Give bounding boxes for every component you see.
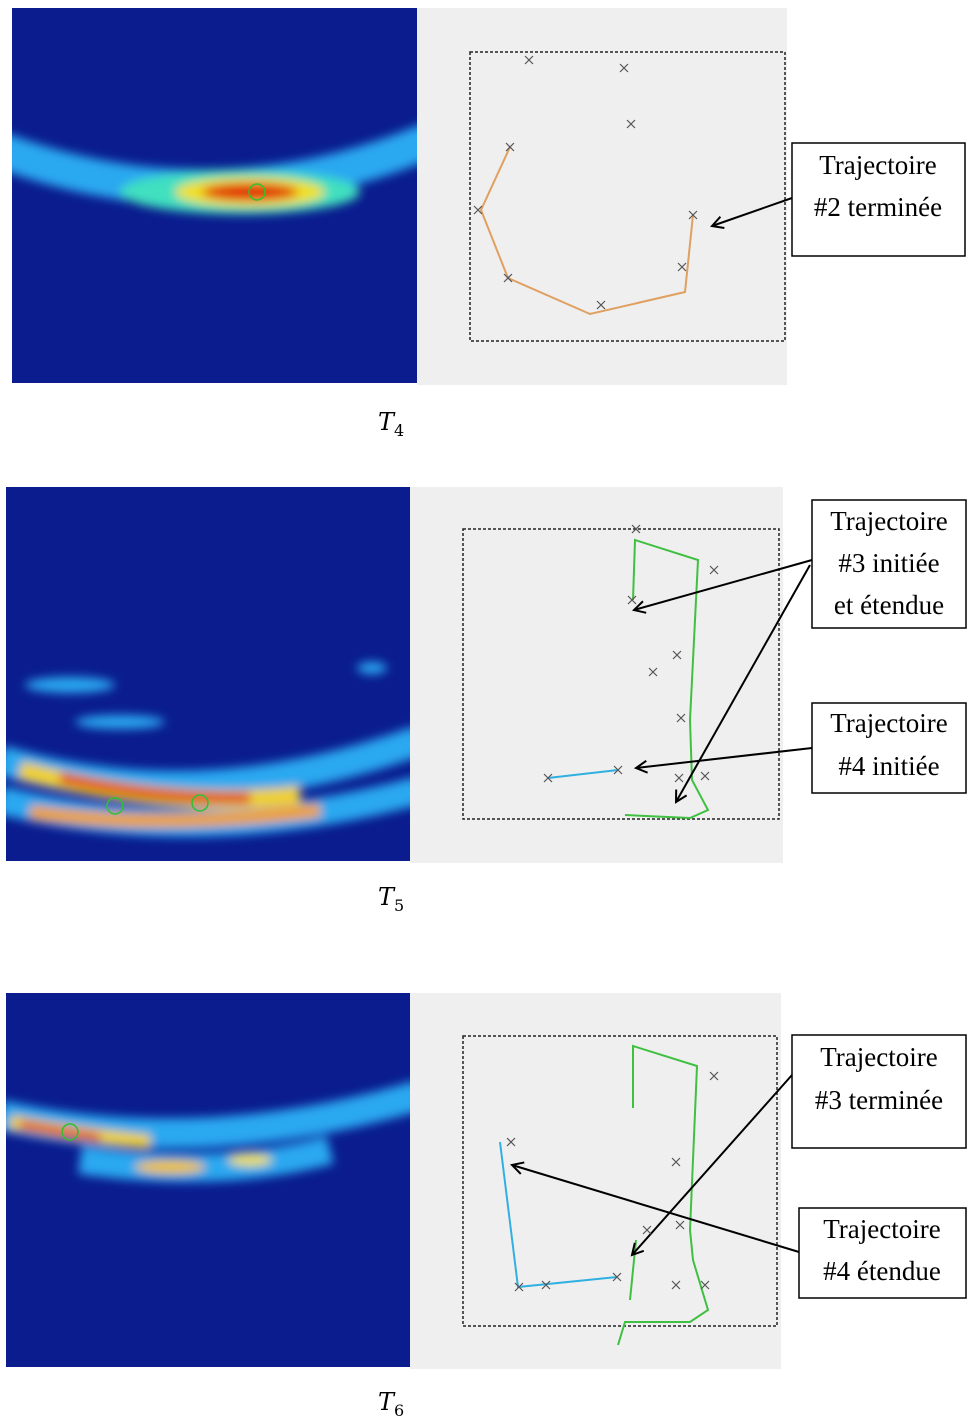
- trajectory: [624, 538, 710, 820]
- panel-3: Trajectoire #3 terminée Trajectoire #4 é…: [6, 993, 967, 1420]
- callout-text: #3 terminée: [815, 1085, 943, 1115]
- frame: [469, 51, 786, 342]
- arrow: [712, 197, 793, 226]
- trajectory: [499, 1141, 618, 1289]
- heatmap-echo: [12, 125, 417, 214]
- detection: [675, 1220, 685, 1230]
- callout-text: #2 terminée: [814, 192, 942, 222]
- detection: [642, 1225, 652, 1235]
- label-sub: 5: [394, 896, 404, 915]
- detection: [543, 773, 553, 783]
- detection: [524, 55, 534, 65]
- trajectory: [617, 1044, 710, 1346]
- detection: [676, 713, 686, 723]
- detection: [619, 63, 629, 73]
- arrow: [512, 1165, 800, 1253]
- panel-1: Trajectoire #2 terminée T4: [12, 8, 966, 440]
- callout-text: #3 initiée: [838, 548, 939, 578]
- callout-text: Trajectoire: [819, 150, 936, 180]
- detection: [514, 1282, 524, 1292]
- callout-text: Trajectoire: [823, 1214, 940, 1244]
- callout-text: Trajectoire: [820, 1042, 937, 1072]
- detection: [596, 300, 606, 310]
- frame: [462, 528, 780, 820]
- plot-area: [410, 487, 783, 863]
- panel-label: T6: [378, 1388, 404, 1420]
- arrow: [636, 747, 813, 768]
- callout-box: [811, 702, 967, 794]
- callout-text: Trajectoire: [830, 506, 947, 536]
- detection: [506, 1137, 516, 1147]
- detection: [671, 1280, 681, 1290]
- heatmap-echo: [6, 662, 410, 837]
- plot-area: [410, 993, 781, 1369]
- detection: [541, 1280, 551, 1290]
- detection: [505, 142, 515, 152]
- detection: [688, 210, 698, 220]
- trajectory: [479, 146, 694, 316]
- panel-label: T4: [378, 408, 404, 440]
- label-base: T: [378, 883, 396, 911]
- callout-text: #4 initiée: [838, 751, 939, 781]
- callout-box: [798, 1207, 967, 1299]
- detection: [503, 273, 513, 283]
- panel-2: Trajectoire #3 initiée et étendue Trajec…: [6, 487, 967, 915]
- detection: [626, 119, 636, 129]
- label-sub: 6: [394, 1401, 404, 1420]
- detection: [677, 262, 687, 272]
- arrow: [634, 559, 813, 610]
- detection: [631, 524, 641, 534]
- callout-box: [791, 1034, 967, 1149]
- detection: [671, 1157, 681, 1167]
- heatmap-echo: [6, 1082, 410, 1182]
- callout-text: #4 étendue: [823, 1256, 941, 1286]
- arrow: [676, 564, 811, 802]
- callout-box: [811, 499, 967, 629]
- detection: [700, 771, 710, 781]
- detection: [709, 565, 719, 575]
- arrow: [632, 1074, 793, 1255]
- callout-box: [791, 142, 966, 257]
- label-sub: 4: [394, 421, 404, 440]
- frame: [462, 1035, 778, 1327]
- callout-text: et étendue: [834, 590, 944, 620]
- panel-label: T5: [378, 883, 404, 915]
- detection: [700, 1280, 710, 1290]
- detection: [612, 1272, 622, 1282]
- detection: [709, 1071, 719, 1081]
- callout-text: Trajectoire: [830, 708, 947, 738]
- detection: [627, 595, 637, 605]
- plot-area: [417, 8, 787, 385]
- label-base: T: [378, 1388, 396, 1416]
- trajectory: [547, 769, 619, 779]
- detection: [672, 650, 682, 660]
- detection: [648, 667, 658, 677]
- detection: [613, 765, 623, 775]
- detection: [473, 205, 483, 215]
- detection: [674, 773, 684, 783]
- label-base: T: [378, 408, 396, 436]
